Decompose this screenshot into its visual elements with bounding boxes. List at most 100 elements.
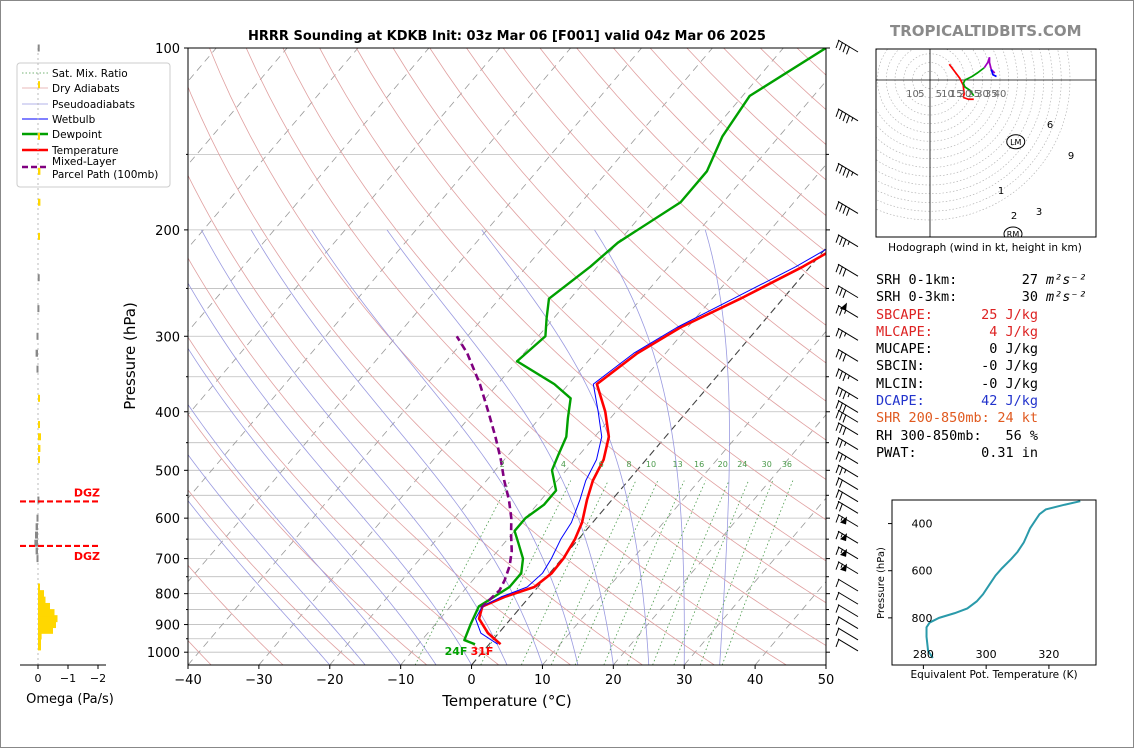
omega-bar [38, 232, 40, 240]
wind-barb-flag [835, 234, 840, 243]
legend-entry: Dewpoint [52, 129, 102, 141]
isotherm--100 [188, 48, 288, 166]
wind-barb-flag [846, 46, 850, 55]
wind-barb-flag [835, 616, 840, 625]
isotherm--10 [400, 163, 826, 665]
hodograph-height-label: 1 [998, 186, 1004, 197]
mixing-ratio-line [673, 480, 749, 665]
omega-bar [35, 547, 38, 555]
theta-e-x-label: Equivalent Pot. Temperature (K) [910, 669, 1077, 681]
pseudoadiabat [594, 229, 685, 665]
hodograph-tick-label: 20 [959, 89, 972, 100]
hodograph-6-9km [983, 56, 996, 74]
wind-barb-flag [835, 578, 840, 588]
hodograph-tick-label: 25 [967, 89, 980, 100]
mixing-ratio-line [550, 480, 637, 665]
hodograph-tick-label: 10 [906, 89, 919, 100]
credit-text: TROPICALTIDBITS.COM [890, 22, 1082, 40]
omega-bar [35, 349, 38, 357]
stat-number: 0.31 in [981, 444, 1038, 461]
mixing-ratio-label: 8 [626, 460, 631, 469]
omega-bar [38, 643, 41, 651]
omega-bar [38, 602, 50, 610]
wind-barb-flag [846, 207, 850, 216]
mixing-ratio-label: 20 [718, 460, 728, 469]
stat-label: SRH 0-3km: [876, 289, 958, 306]
omega-bar [38, 167, 41, 175]
wind-barb-flag [835, 386, 840, 396]
dry-adiabat [392, 48, 826, 481]
isotherm--140 [0, 48, 4, 665]
wind-barb-flag [839, 41, 843, 51]
isotherm--90 [188, 48, 359, 249]
isotherm--30 [258, 48, 784, 665]
dry-adiabat [759, 48, 826, 111]
stat-unit: m²s⁻² [1046, 272, 1087, 288]
wind-barb-half [844, 468, 847, 474]
pseudoadiabat [704, 229, 730, 665]
omega-bar [38, 590, 44, 598]
stat-label: SBCAPE: [876, 306, 933, 323]
omega-bar [38, 626, 53, 634]
pseudoadiabat [188, 454, 366, 665]
mixing-ratio-label: 2 [500, 460, 505, 469]
x-tick-label: 20 [605, 673, 622, 688]
pseudoadiabat [250, 229, 543, 665]
legend-entry: Sat. Mix. Ratio [52, 68, 128, 80]
omega-bar [38, 394, 40, 402]
wind-barb [837, 514, 859, 527]
y-tick-label: 1000 [147, 646, 180, 661]
legend-entry-line: Mixed-Layer [52, 156, 117, 168]
wind-barb-pennant [840, 516, 847, 525]
theta-e-y-label: Pressure (hPa) [876, 547, 887, 619]
hodograph-tick-label: 30 [976, 89, 989, 100]
omega-bar [38, 132, 40, 140]
hodograph-9+km [990, 69, 997, 78]
legend-entry: Dry Adiabats [52, 83, 120, 95]
dry-adiabat [188, 257, 571, 665]
stat-value: 24 kt [997, 410, 1038, 427]
wind-barb [837, 451, 859, 465]
y-tick-label: 600 [155, 512, 180, 527]
theta-e-y-tick-label: 600 [912, 565, 933, 578]
theta-e-y-tick-label: 400 [912, 518, 933, 531]
wind-barb [837, 530, 859, 544]
wind-barb-flag [839, 412, 843, 421]
wind-barb-flag [835, 638, 840, 648]
stat-value: -0 J/kg [981, 358, 1038, 375]
wind-barb [837, 39, 859, 53]
y-axis-label: Pressure (hPa) [121, 302, 139, 410]
legend-entry: Wetbulb [52, 114, 96, 126]
wind-barb-flag [842, 289, 847, 299]
wind-barb-flag [839, 266, 843, 275]
wind-barb-flag [839, 439, 843, 448]
series-dewpoint [463, 48, 826, 646]
wind-barbs [835, 39, 859, 652]
stat-value: 25 J/kg [981, 307, 1038, 324]
omega-bar [36, 514, 39, 522]
stat-label: MUCAPE: [876, 341, 933, 358]
stat-value: 0.31 in [981, 445, 1038, 462]
wind-barb-half [847, 374, 850, 380]
y-tick-label: 200 [155, 224, 180, 239]
x-tick-label: −30 [245, 673, 272, 688]
theta-e-panel: 280 300 320 400 600 800 Equivalent Pot. Temper… [876, 499, 1097, 681]
hodograph-tick-label: 35 [985, 89, 998, 100]
omega-bar [38, 632, 42, 640]
hodograph-height-label: 3 [1036, 207, 1042, 218]
wind-barb-flag [835, 39, 840, 49]
wind-barb-flag [842, 238, 847, 248]
mixing-ratio-line [480, 480, 572, 665]
wind-barb-flag [835, 368, 840, 377]
wind-barb [837, 162, 859, 176]
wind-barb-flag [839, 287, 843, 296]
wind-barb-flag [835, 561, 840, 570]
wind-barb-half [844, 332, 847, 337]
hodograph-tick-label: 5 [936, 89, 942, 100]
wind-barb-flag [846, 114, 850, 124]
wind-barb-flag [839, 491, 843, 500]
wind-barb-flag [835, 464, 840, 474]
x-tick-label: −10 [387, 673, 414, 688]
legend-entry: Pseudoadiabats [52, 99, 135, 111]
wind-barb-flag [835, 400, 840, 409]
